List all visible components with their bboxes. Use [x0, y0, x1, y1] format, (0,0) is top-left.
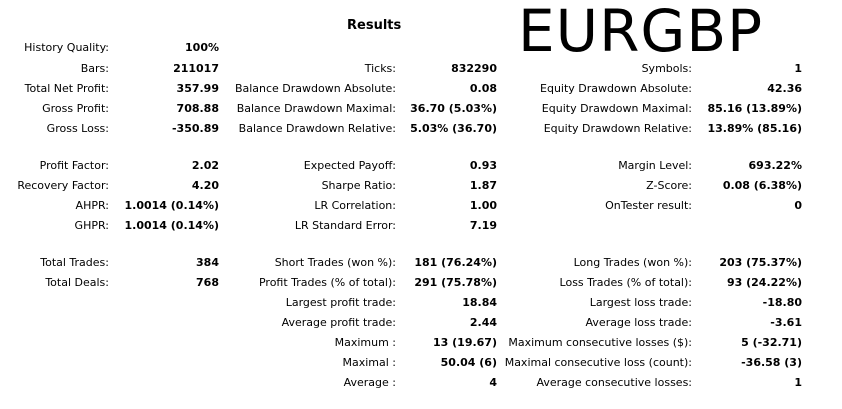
stat-label-bars: Bars:: [80, 62, 109, 75]
stat-value-maximal-consecutive-loss: -36.58 (3): [741, 356, 802, 369]
stat-value-balance-dd-absolute: 0.08: [469, 82, 497, 95]
stat-label-ahpr: AHPR:: [75, 199, 109, 212]
stat-label-equity-dd-maximal: Equity Drawdown Maximal:: [541, 102, 692, 115]
stat-value-lr-correlation: 1.00: [469, 199, 497, 212]
stat-value-lr-standard-error: 7.19: [469, 219, 497, 232]
stat-value-ahpr: 1.0014 (0.14%): [124, 199, 220, 212]
stat-label-ghpr: GHPR:: [74, 219, 109, 232]
stat-label-balance-dd-relative: Balance Drawdown Relative:: [238, 122, 396, 135]
stat-value-short-trades: 181 (76.24%): [414, 256, 497, 269]
stat-label-equity-dd-absolute: Equity Drawdown Absolute:: [540, 82, 692, 95]
stat-value-symbols: 1: [794, 62, 802, 75]
stat-label-average-consecutive-wins: Average :: [343, 376, 396, 389]
stat-label-largest-profit-trade: Largest profit trade:: [285, 296, 396, 309]
stat-value-gross-profit: 708.88: [176, 102, 219, 115]
stat-value-z-score: 0.08 (6.38%): [722, 179, 802, 192]
stat-value-balance-dd-relative: 5.03% (36.70): [410, 122, 497, 135]
stat-value-average-loss-trade: -3.61: [770, 316, 802, 329]
stat-label-maximal-consecutive-loss: Maximal consecutive loss (count):: [504, 356, 692, 369]
stat-value-equity-dd-absolute: 42.36: [767, 82, 802, 95]
stat-label-lr-standard-error: LR Standard Error:: [294, 219, 396, 232]
stat-label-history-quality: History Quality:: [24, 41, 109, 54]
stat-label-ontester-result: OnTester result:: [605, 199, 692, 212]
stat-value-average-consecutive-wins: 4: [489, 376, 497, 389]
stat-value-total-deals: 768: [196, 276, 219, 289]
stat-label-gross-loss: Gross Loss:: [46, 122, 109, 135]
stat-label-max-consecutive-losses: Maximum consecutive losses ($):: [508, 336, 692, 349]
stat-label-max-consecutive-wins: Maximum :: [334, 336, 396, 349]
stat-value-equity-dd-maximal: 85.16 (13.89%): [707, 102, 803, 115]
stat-value-long-trades: 203 (75.37%): [719, 256, 802, 269]
stat-label-short-trades: Short Trades (won %):: [274, 256, 396, 269]
stat-value-average-consecutive-losses: 1: [794, 376, 802, 389]
stat-value-ticks: 832290: [451, 62, 497, 75]
stat-label-expected-payoff: Expected Payoff:: [303, 159, 396, 172]
stat-value-bars: 211017: [173, 62, 219, 75]
stat-label-total-trades: Total Trades:: [40, 256, 109, 269]
stat-label-total-deals: Total Deals:: [45, 276, 109, 289]
stat-value-max-consecutive-losses: 5 (-32.71): [741, 336, 802, 349]
stat-label-loss-trades: Loss Trades (% of total):: [559, 276, 692, 289]
stat-value-total-trades: 384: [196, 256, 219, 269]
stat-value-margin-level: 693.22%: [748, 159, 802, 172]
stat-label-sharpe-ratio: Sharpe Ratio:: [321, 179, 396, 192]
stat-value-ghpr: 1.0014 (0.14%): [124, 219, 220, 232]
stat-value-history-quality: 100%: [185, 41, 219, 54]
stat-label-gross-profit: Gross Profit:: [42, 102, 109, 115]
stat-label-maximal-consecutive-profit: Maximal :: [342, 356, 396, 369]
stat-label-largest-loss-trade: Largest loss trade:: [589, 296, 692, 309]
stat-value-expected-payoff: 0.93: [469, 159, 497, 172]
stat-label-long-trades: Long Trades (won %):: [573, 256, 692, 269]
stat-value-gross-loss: -350.89: [171, 122, 219, 135]
stat-label-average-loss-trade: Average loss trade:: [585, 316, 692, 329]
report-title: Results: [347, 18, 402, 33]
stat-label-recovery-factor: Recovery Factor:: [17, 179, 109, 192]
stat-value-ontester-result: 0: [794, 199, 802, 212]
stat-label-profit-factor: Profit Factor:: [39, 159, 109, 172]
stat-label-total-net-profit: Total Net Profit:: [24, 82, 109, 95]
stat-value-average-profit-trade: 2.44: [469, 316, 497, 329]
stat-value-profit-factor: 2.02: [191, 159, 219, 172]
stat-label-equity-dd-relative: Equity Drawdown Relative:: [543, 122, 692, 135]
stat-label-average-consecutive-losses: Average consecutive losses:: [536, 376, 692, 389]
stat-label-margin-level: Margin Level:: [618, 159, 692, 172]
stat-value-total-net-profit: 357.99: [176, 82, 219, 95]
stat-value-largest-profit-trade: 18.84: [462, 296, 497, 309]
stat-value-largest-loss-trade: -18.80: [762, 296, 802, 309]
stat-label-lr-correlation: LR Correlation:: [314, 199, 396, 212]
stat-value-sharpe-ratio: 1.87: [469, 179, 497, 192]
stat-value-max-consecutive-wins: 13 (19.67): [433, 336, 497, 349]
stat-value-equity-dd-relative: 13.89% (85.16): [707, 122, 803, 135]
stat-label-average-profit-trade: Average profit trade:: [281, 316, 396, 329]
stat-label-symbols: Symbols:: [641, 62, 692, 75]
stat-label-ticks: Ticks:: [364, 62, 396, 75]
stat-label-z-score: Z-Score:: [646, 179, 692, 192]
stat-value-recovery-factor: 4.20: [191, 179, 219, 192]
stat-value-maximal-consecutive-profit: 50.04 (6): [440, 356, 497, 369]
stat-label-profit-trades: Profit Trades (% of total):: [258, 276, 396, 289]
stat-label-balance-dd-maximal: Balance Drawdown Maximal:: [236, 102, 396, 115]
stat-value-profit-trades: 291 (75.78%): [414, 276, 497, 289]
stat-value-loss-trades: 93 (24.22%): [726, 276, 802, 289]
stat-label-balance-dd-absolute: Balance Drawdown Absolute:: [234, 82, 396, 95]
symbol-watermark: EURGBP: [518, 0, 764, 65]
stat-value-balance-dd-maximal: 36.70 (5.03%): [410, 102, 497, 115]
